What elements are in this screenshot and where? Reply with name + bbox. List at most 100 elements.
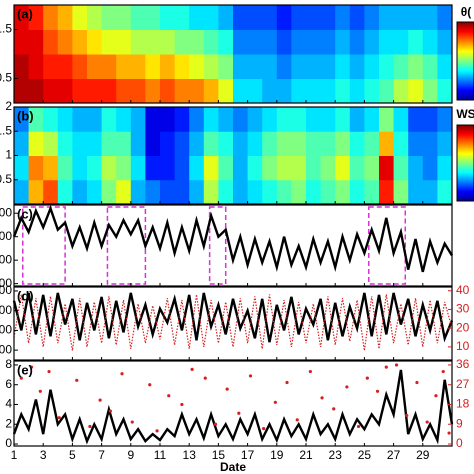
heatmap-cell <box>116 5 132 30</box>
heatmap-cell <box>379 78 395 104</box>
heatmap-cell <box>189 131 205 156</box>
heatmap-cell <box>335 29 351 55</box>
heatmap-cell <box>101 131 117 156</box>
heatmap-cell <box>116 78 132 104</box>
heatmap-cell <box>393 5 409 30</box>
heatmap-cell <box>174 155 190 181</box>
heatmap-cell <box>72 179 88 205</box>
heatmap-cell <box>408 107 424 132</box>
y-tick-label: 8 <box>5 357 12 371</box>
panel-label: (c) <box>17 206 33 221</box>
heatmap-cell <box>189 179 205 205</box>
heatmap-cell <box>14 29 30 55</box>
y2-tick-label: 18 <box>456 397 470 411</box>
heatmap-cell <box>57 29 73 55</box>
y-tick-label: 6 <box>5 377 12 391</box>
x-tick-label: 13 <box>183 448 197 462</box>
data-point <box>405 413 409 418</box>
heatmap-cell <box>101 5 117 30</box>
heatmap-cell <box>306 54 322 79</box>
heatmap-cell <box>57 54 73 79</box>
heatmap-cell <box>87 54 103 79</box>
data-line <box>12 292 454 343</box>
heatmap-cell <box>306 5 322 30</box>
heatmap-cell <box>101 78 117 104</box>
heatmap-cell <box>291 131 307 156</box>
heatmap-cell <box>422 155 438 181</box>
data-point <box>425 420 429 424</box>
heatmap-cell <box>233 5 249 30</box>
y-tick-label: 200 <box>0 323 12 337</box>
x-tick-label: 7 <box>98 448 105 462</box>
x-tick-label: 15 <box>212 448 226 462</box>
heatmap-cell <box>335 5 351 30</box>
heatmap-cell <box>262 179 278 205</box>
heatmap-cell <box>43 155 59 181</box>
data-point <box>57 416 61 420</box>
heatmap-cell <box>57 179 73 205</box>
heatmap-cell <box>43 131 59 156</box>
heatmap-cell <box>203 54 219 79</box>
heatmap-cell <box>72 29 88 55</box>
x-tick-label: 9 <box>127 448 134 462</box>
heatmap-cell <box>320 29 336 55</box>
panel-label: (d) <box>17 288 34 303</box>
heatmap-cell <box>349 155 365 181</box>
heatmap-cell <box>28 5 44 30</box>
colorbar-label: θ( <box>461 5 471 19</box>
heatmap-cell <box>247 179 263 205</box>
heatmap-cell <box>437 107 453 132</box>
heatmap-cell <box>422 54 438 79</box>
heatmap-cell <box>218 131 234 156</box>
heatmap-cell <box>437 29 453 55</box>
heatmap-cell <box>262 131 278 156</box>
x-tick-label: 25 <box>358 448 372 462</box>
heatmap-cell <box>306 155 322 181</box>
heatmap-cell <box>174 107 190 132</box>
heatmap-cell <box>393 179 409 205</box>
heatmap-cell <box>130 107 146 132</box>
heatmap-cell <box>130 29 146 55</box>
heatmap-cell <box>189 29 205 55</box>
heatmap-cell <box>349 131 365 156</box>
y-tick-label: 300 <box>0 303 12 317</box>
y-tick-label: 400 <box>0 205 12 219</box>
panel-label: (a) <box>17 6 33 21</box>
data-point <box>273 400 277 404</box>
heatmap-cell <box>320 179 336 205</box>
heatmap-cell <box>262 78 278 104</box>
data-point <box>180 402 184 407</box>
panel-label: (e) <box>17 362 33 377</box>
heatmap-cell <box>218 78 234 104</box>
data-point <box>120 372 124 376</box>
heatmap-cell <box>247 155 263 181</box>
data-point <box>375 389 380 393</box>
heatmap-cell <box>130 179 146 205</box>
heatmap-cell <box>203 155 219 181</box>
heatmap-cell <box>437 54 453 79</box>
heatmap-cell <box>14 179 30 205</box>
heatmap-cell <box>291 29 307 55</box>
heatmap-cell <box>379 5 395 30</box>
data-point <box>167 394 171 398</box>
heatmap-cell <box>291 107 307 132</box>
heatmap-cell <box>422 78 438 104</box>
heatmap-cell <box>145 131 161 156</box>
y2-tick-label: 10 <box>456 339 470 353</box>
x-tick-label: 29 <box>416 448 430 462</box>
y-tick-label: 0 <box>5 436 12 450</box>
heatmap-cell <box>291 155 307 181</box>
heatmap-cell <box>203 107 219 132</box>
heatmap-cell <box>379 54 395 79</box>
heatmap-cell <box>393 54 409 79</box>
heatmap-cell <box>276 29 292 55</box>
data-point <box>285 380 289 385</box>
heatmap-cell <box>57 5 73 30</box>
y-tick-label: 100 <box>0 342 12 356</box>
heatmap-cell <box>276 5 292 30</box>
heatmap-cell <box>57 78 73 104</box>
heatmap-cell <box>262 107 278 132</box>
heatmap-cell <box>174 29 190 55</box>
x-tick-label: 3 <box>40 448 47 462</box>
